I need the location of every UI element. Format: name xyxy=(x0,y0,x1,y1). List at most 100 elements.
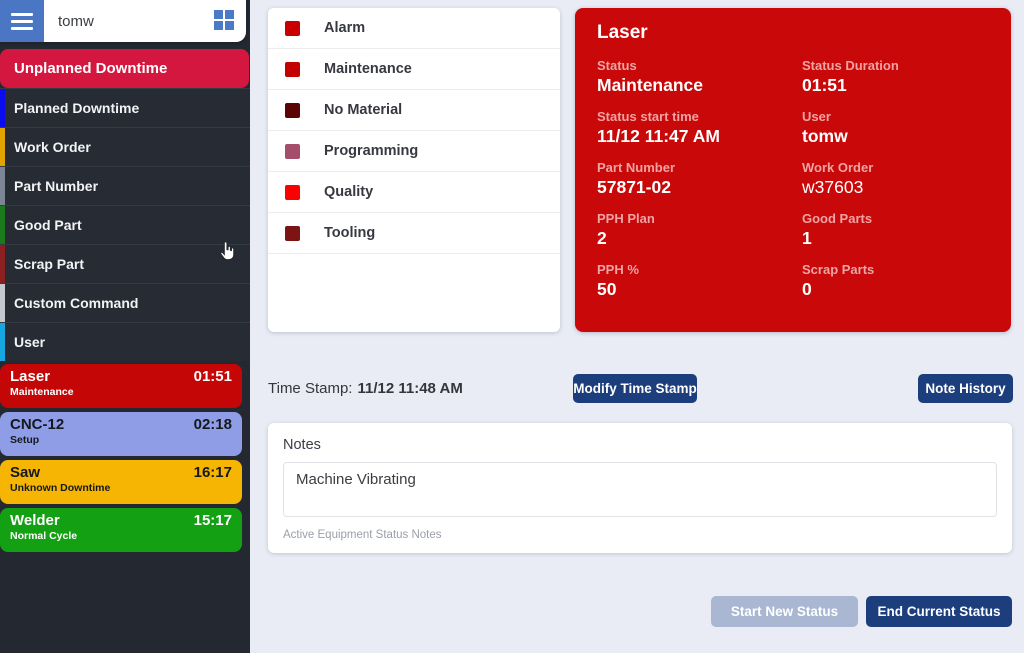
color-stripe xyxy=(0,167,5,205)
status-option-no-material[interactable]: No Material xyxy=(268,90,560,131)
main-content: Alarm Maintenance No Material Programming Qu… xyxy=(250,0,1024,653)
field-label: Status Duration xyxy=(802,58,899,73)
sidebar-item-planned-downtime[interactable]: Planned Downtime xyxy=(0,88,250,127)
detail-field-part-number: Part Number 57871-02 xyxy=(597,160,784,198)
status-option-maintenance[interactable]: Maintenance xyxy=(268,49,560,90)
status-option-label: Tooling xyxy=(324,225,376,241)
status-option-label: Alarm xyxy=(324,20,366,36)
detail-field-scrap-parts: Scrap Parts 0 xyxy=(802,262,989,300)
detail-field-work-order: Work Order w37603 xyxy=(802,160,989,198)
sidebar-menu: Planned Downtime Work Order Part Number Goo… xyxy=(0,88,250,361)
sidebar-item-unplanned-downtime[interactable]: Unplanned Downtime xyxy=(0,49,249,88)
machine-card-laser[interactable]: Laser 01:51 Maintenance xyxy=(0,364,242,408)
field-label: User xyxy=(802,109,831,124)
machine-status-text: Unknown Downtime xyxy=(10,482,111,494)
modify-timestamp-button[interactable]: Modify Time Stamp xyxy=(573,374,697,403)
sidebar-item-label: Work Order xyxy=(14,139,91,155)
field-value: 11/12 11:47 AM xyxy=(597,126,720,146)
status-color-swatch xyxy=(285,225,300,241)
end-current-status-button[interactable]: End Current Status xyxy=(866,596,1012,627)
sidebar-item-label: Custom Command xyxy=(14,295,139,311)
start-new-status-button[interactable]: Start New Status xyxy=(711,596,858,627)
field-value: tomw xyxy=(802,126,848,146)
field-label: PPH % xyxy=(597,262,639,277)
machine-status-duration: 01:51 xyxy=(193,368,232,385)
status-option-programming[interactable]: Programming xyxy=(268,131,560,172)
hamburger-icon xyxy=(11,26,33,30)
sidebar-item-user[interactable]: User xyxy=(0,322,250,361)
detail-field-status-duration: Status Duration 01:51 xyxy=(802,58,989,96)
detail-field-status: Status Maintenance xyxy=(597,58,784,96)
timestamp-text: Time Stamp: 11/12 11:48 AM xyxy=(268,374,463,403)
machine-status-duration: 16:17 xyxy=(193,464,232,481)
notes-input[interactable]: Machine Vibrating xyxy=(283,462,997,517)
machine-name: CNC-12 xyxy=(10,416,65,433)
grid-square xyxy=(214,10,223,19)
status-option-alarm[interactable]: Alarm xyxy=(268,8,560,49)
sidebar-item-part-number[interactable]: Part Number xyxy=(0,166,250,205)
username-field[interactable]: tomw xyxy=(58,12,94,30)
note-history-button[interactable]: Note History xyxy=(918,374,1013,403)
field-value: w37603 xyxy=(802,177,864,197)
detail-field-pph: PPH % 50 xyxy=(597,262,784,300)
status-option-label: Maintenance xyxy=(324,61,412,77)
sidebar-header: tomw xyxy=(0,0,246,42)
hamburger-icon xyxy=(11,12,33,16)
field-label: PPH Plan xyxy=(597,211,655,226)
active-machine-detail-card: Laser Status Maintenance Status Duration 01… xyxy=(575,8,1011,332)
sidebar-item-label: User xyxy=(14,334,46,350)
machine-detail-grid: Status Maintenance Status Duration 01:51 Sta… xyxy=(597,58,989,300)
status-option-label: Programming xyxy=(324,143,419,159)
grid-square xyxy=(225,21,234,30)
machine-status-text: Normal Cycle xyxy=(10,530,78,542)
field-value: 01:51 xyxy=(802,75,847,95)
apps-grid-icon[interactable] xyxy=(214,10,236,32)
notes-helper-text: Active Equipment Status Notes xyxy=(283,529,442,541)
machine-card-welder[interactable]: Welder 15:17 Normal Cycle xyxy=(0,508,242,552)
machine-card-header: Welder 15:17 xyxy=(10,512,232,529)
machine-status-text: Maintenance xyxy=(10,386,74,398)
field-label: Work Order xyxy=(802,160,874,175)
sidebar-item-good-part[interactable]: Good Part xyxy=(0,205,250,244)
sidebar-item-label: Good Part xyxy=(14,217,82,233)
field-value: 2 xyxy=(597,228,607,248)
detail-field-user: User tomw xyxy=(802,109,989,147)
machine-status-text: Setup xyxy=(10,434,40,446)
machine-name: Saw xyxy=(10,464,41,481)
sidebar-item-work-order[interactable]: Work Order xyxy=(0,127,250,166)
color-stripe xyxy=(0,323,5,361)
field-label: Part Number xyxy=(597,160,676,175)
sidebar-item-label: Scrap Part xyxy=(14,256,85,272)
machine-card-header: Laser 01:51 xyxy=(10,368,232,385)
notes-card: Notes Machine Vibrating Active Equipment… xyxy=(268,423,1012,553)
sidebar-item-custom-command[interactable]: Custom Command xyxy=(0,283,250,322)
color-stripe xyxy=(0,206,5,244)
machine-card-cnc-12[interactable]: CNC-12 02:18 Setup xyxy=(0,412,242,456)
grid-square xyxy=(214,21,223,30)
color-stripe xyxy=(0,128,5,166)
detail-field-pph-plan: PPH Plan 2 xyxy=(597,211,784,249)
field-value: 57871-02 xyxy=(597,177,671,197)
machine-card-saw[interactable]: Saw 16:17 Unknown Downtime xyxy=(0,460,242,504)
status-option-quality[interactable]: Quality xyxy=(268,172,560,213)
machine-card-header: Saw 16:17 xyxy=(10,464,232,481)
machine-list: Laser 01:51 Maintenance CNC-12 02:18 Setup Saw… xyxy=(0,364,250,552)
color-stripe xyxy=(0,89,5,127)
machine-card-header: CNC-12 02:18 xyxy=(10,416,232,433)
machine-status-duration: 02:18 xyxy=(193,416,232,433)
status-option-tooling[interactable]: Tooling xyxy=(268,213,560,254)
status-color-swatch xyxy=(285,143,300,159)
field-value: 50 xyxy=(597,279,617,299)
notes-title: Notes xyxy=(283,437,321,453)
status-option-label: No Material xyxy=(324,102,403,118)
detail-field-status-start-time: Status start time 11/12 11:47 AM xyxy=(597,109,784,147)
status-option-label: Quality xyxy=(324,184,374,200)
hamburger-menu-button[interactable] xyxy=(0,0,44,42)
hamburger-icon xyxy=(11,19,33,23)
status-color-swatch xyxy=(285,20,300,36)
machine-name: Welder xyxy=(10,512,60,529)
timestamp-value: 11/12 11:48 AM xyxy=(357,380,463,397)
detail-field-good-parts: Good Parts 1 xyxy=(802,211,989,249)
machine-status-duration: 15:17 xyxy=(193,512,232,529)
sidebar-item-scrap-part[interactable]: Scrap Part xyxy=(0,244,250,283)
